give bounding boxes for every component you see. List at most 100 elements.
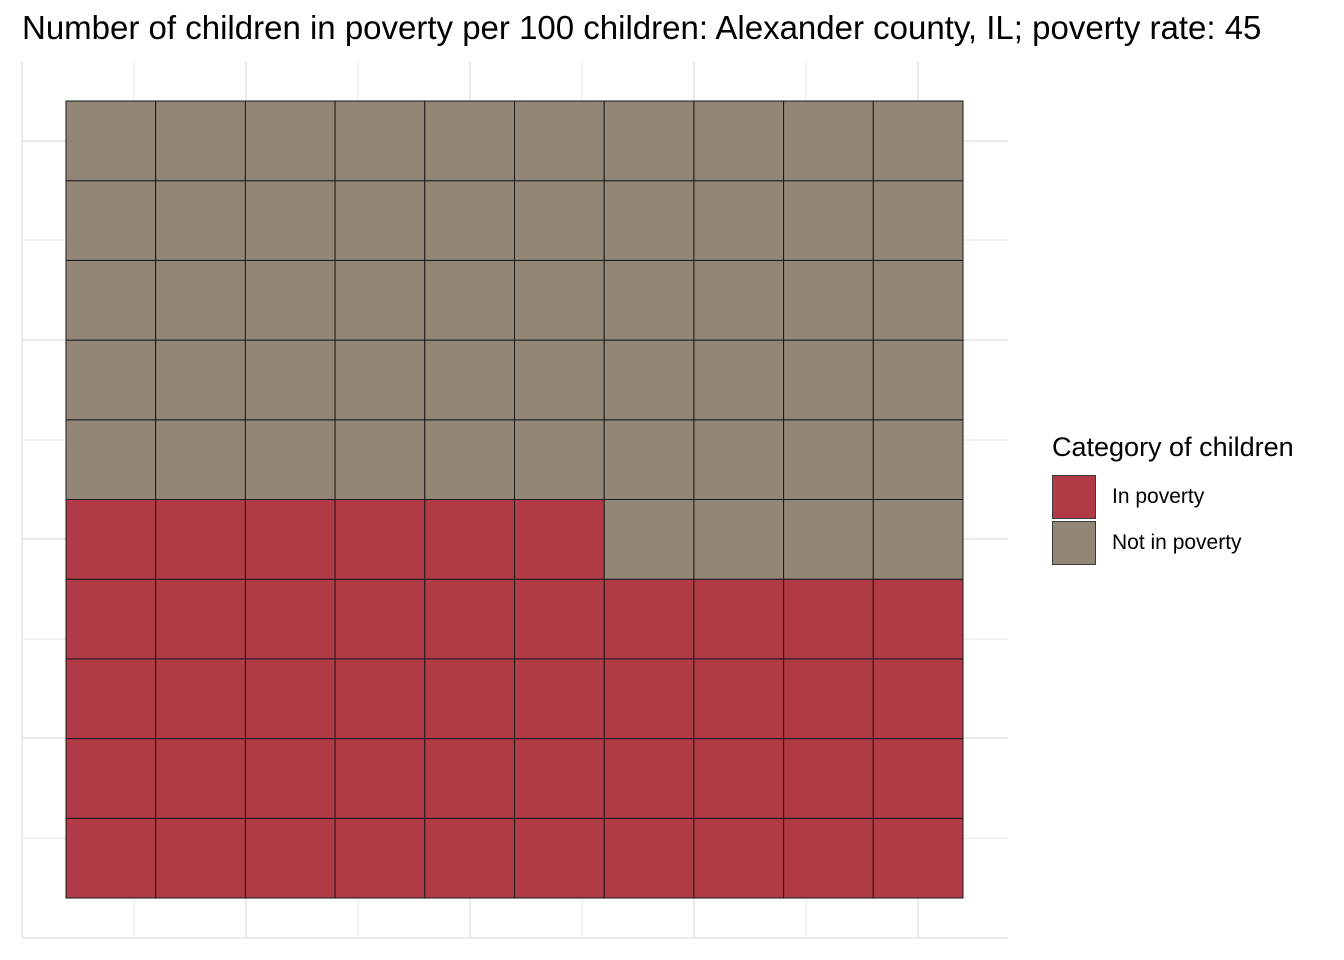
waffle-tile-not-in-poverty bbox=[514, 419, 605, 500]
waffle-tile-in-poverty bbox=[872, 658, 964, 740]
waffle-tile-in-poverty bbox=[872, 738, 964, 819]
waffle-tile-in-poverty bbox=[424, 817, 515, 899]
waffle-tile-not-in-poverty bbox=[783, 499, 874, 580]
waffle-tile-in-poverty bbox=[334, 738, 426, 819]
waffle-tile-not-in-poverty bbox=[693, 339, 785, 421]
waffle-tile-in-poverty bbox=[514, 499, 605, 580]
waffle-tile-in-poverty bbox=[783, 658, 874, 740]
waffle-tile-not-in-poverty bbox=[244, 419, 336, 500]
waffle-tile-in-poverty bbox=[65, 817, 157, 899]
waffle-tile-not-in-poverty bbox=[693, 180, 785, 261]
waffle-tile-not-in-poverty bbox=[65, 259, 157, 341]
waffle-tile-not-in-poverty bbox=[244, 259, 336, 341]
waffle-tile-not-in-poverty bbox=[65, 100, 157, 182]
legend-items: In poverty Not in poverty bbox=[1052, 474, 1294, 566]
waffle-tile-not-in-poverty bbox=[693, 499, 785, 580]
waffle-tile-in-poverty bbox=[693, 658, 785, 740]
waffle-tile-in-poverty bbox=[514, 738, 605, 819]
legend-item-not-in-poverty: Not in poverty bbox=[1052, 520, 1294, 566]
waffle-tile-not-in-poverty bbox=[783, 180, 874, 261]
legend-item-in-poverty: In poverty bbox=[1052, 474, 1294, 520]
waffle-tile-in-poverty bbox=[334, 658, 426, 740]
waffle-tile-not-in-poverty bbox=[334, 339, 426, 421]
waffle-tile-in-poverty bbox=[514, 658, 605, 740]
waffle-tile-not-in-poverty bbox=[244, 100, 336, 182]
waffle-tile-not-in-poverty bbox=[65, 339, 157, 421]
waffle-tile-not-in-poverty bbox=[872, 499, 964, 580]
waffle-tile-in-poverty bbox=[155, 658, 246, 740]
waffle-tile-in-poverty bbox=[783, 578, 874, 660]
waffle-tile-in-poverty bbox=[514, 578, 605, 660]
waffle-tile-not-in-poverty bbox=[693, 100, 785, 182]
legend-label-not-in-poverty: Not in poverty bbox=[1112, 531, 1242, 554]
waffle-tile-in-poverty bbox=[65, 499, 157, 580]
waffle-tile-not-in-poverty bbox=[514, 259, 605, 341]
waffle-tile-not-in-poverty bbox=[244, 180, 336, 261]
waffle-tile-not-in-poverty bbox=[603, 259, 695, 341]
waffle-tile-not-in-poverty bbox=[424, 180, 515, 261]
waffle-tile-not-in-poverty bbox=[334, 259, 426, 341]
legend-title: Category of children bbox=[1052, 432, 1294, 462]
waffle-tile-not-in-poverty bbox=[514, 339, 605, 421]
waffle-tile-not-in-poverty bbox=[783, 100, 874, 182]
waffle-tile-in-poverty bbox=[155, 578, 246, 660]
waffle-tiles bbox=[65, 100, 964, 899]
waffle-tile-not-in-poverty bbox=[603, 339, 695, 421]
waffle-tile-in-poverty bbox=[334, 578, 426, 660]
waffle-tile-not-in-poverty bbox=[693, 419, 785, 500]
waffle-tile-in-poverty bbox=[872, 578, 964, 660]
waffle-tile-not-in-poverty bbox=[603, 100, 695, 182]
waffle-tile-not-in-poverty bbox=[155, 180, 246, 261]
waffle-tile-in-poverty bbox=[334, 499, 426, 580]
waffle-tile-not-in-poverty bbox=[872, 339, 964, 421]
waffle-tile-not-in-poverty bbox=[872, 100, 964, 182]
waffle-tile-not-in-poverty bbox=[603, 419, 695, 500]
waffle-tile-in-poverty bbox=[424, 499, 515, 580]
waffle-tile-not-in-poverty bbox=[334, 100, 426, 182]
waffle-tile-not-in-poverty bbox=[693, 259, 785, 341]
waffle-tile-not-in-poverty bbox=[872, 259, 964, 341]
waffle-tile-in-poverty bbox=[514, 817, 605, 899]
waffle-tile-in-poverty bbox=[244, 738, 336, 819]
waffle-tile-not-in-poverty bbox=[424, 100, 515, 182]
waffle-tile-in-poverty bbox=[155, 499, 246, 580]
waffle-tile-in-poverty bbox=[244, 578, 336, 660]
legend-key-in-poverty bbox=[1052, 475, 1096, 519]
waffle-tile-in-poverty bbox=[65, 738, 157, 819]
waffle-tile-in-poverty bbox=[244, 658, 336, 740]
legend-key-not-in-poverty bbox=[1052, 521, 1096, 565]
waffle-tile-in-poverty bbox=[65, 658, 157, 740]
waffle-tile-not-in-poverty bbox=[244, 339, 336, 421]
waffle-tile-not-in-poverty bbox=[783, 259, 874, 341]
waffle-tile-in-poverty bbox=[334, 817, 426, 899]
chart-title: Number of children in poverty per 100 ch… bbox=[22, 9, 1262, 46]
waffle-tile-not-in-poverty bbox=[603, 499, 695, 580]
waffle-tile-in-poverty bbox=[603, 658, 695, 740]
waffle-tile-not-in-poverty bbox=[155, 339, 246, 421]
legend: Category of children In poverty Not in p… bbox=[1052, 430, 1294, 566]
waffle-tile-not-in-poverty bbox=[603, 180, 695, 261]
waffle-tile-not-in-poverty bbox=[334, 180, 426, 261]
waffle-tile-in-poverty bbox=[424, 658, 515, 740]
waffle-tile-in-poverty bbox=[424, 738, 515, 819]
waffle-tile-not-in-poverty bbox=[65, 419, 157, 500]
waffle-tile-in-poverty bbox=[783, 738, 874, 819]
waffle-tile-not-in-poverty bbox=[424, 259, 515, 341]
waffle-tile-not-in-poverty bbox=[872, 180, 964, 261]
waffle-tile-in-poverty bbox=[65, 578, 157, 660]
waffle-tile-in-poverty bbox=[603, 578, 695, 660]
waffle-tile-in-poverty bbox=[783, 817, 874, 899]
waffle-tile-not-in-poverty bbox=[65, 180, 157, 261]
waffle-tile-not-in-poverty bbox=[155, 419, 246, 500]
waffle-tile-not-in-poverty bbox=[424, 339, 515, 421]
waffle-tile-not-in-poverty bbox=[155, 259, 246, 341]
waffle-tile-in-poverty bbox=[693, 817, 785, 899]
waffle-tile-in-poverty bbox=[244, 817, 336, 899]
waffle-tile-in-poverty bbox=[155, 738, 246, 819]
waffle-tile-in-poverty bbox=[424, 578, 515, 660]
waffle-tile-in-poverty bbox=[693, 738, 785, 819]
waffle-tile-not-in-poverty bbox=[783, 339, 874, 421]
waffle-tile-in-poverty bbox=[244, 499, 336, 580]
waffle-tile-in-poverty bbox=[872, 817, 964, 899]
